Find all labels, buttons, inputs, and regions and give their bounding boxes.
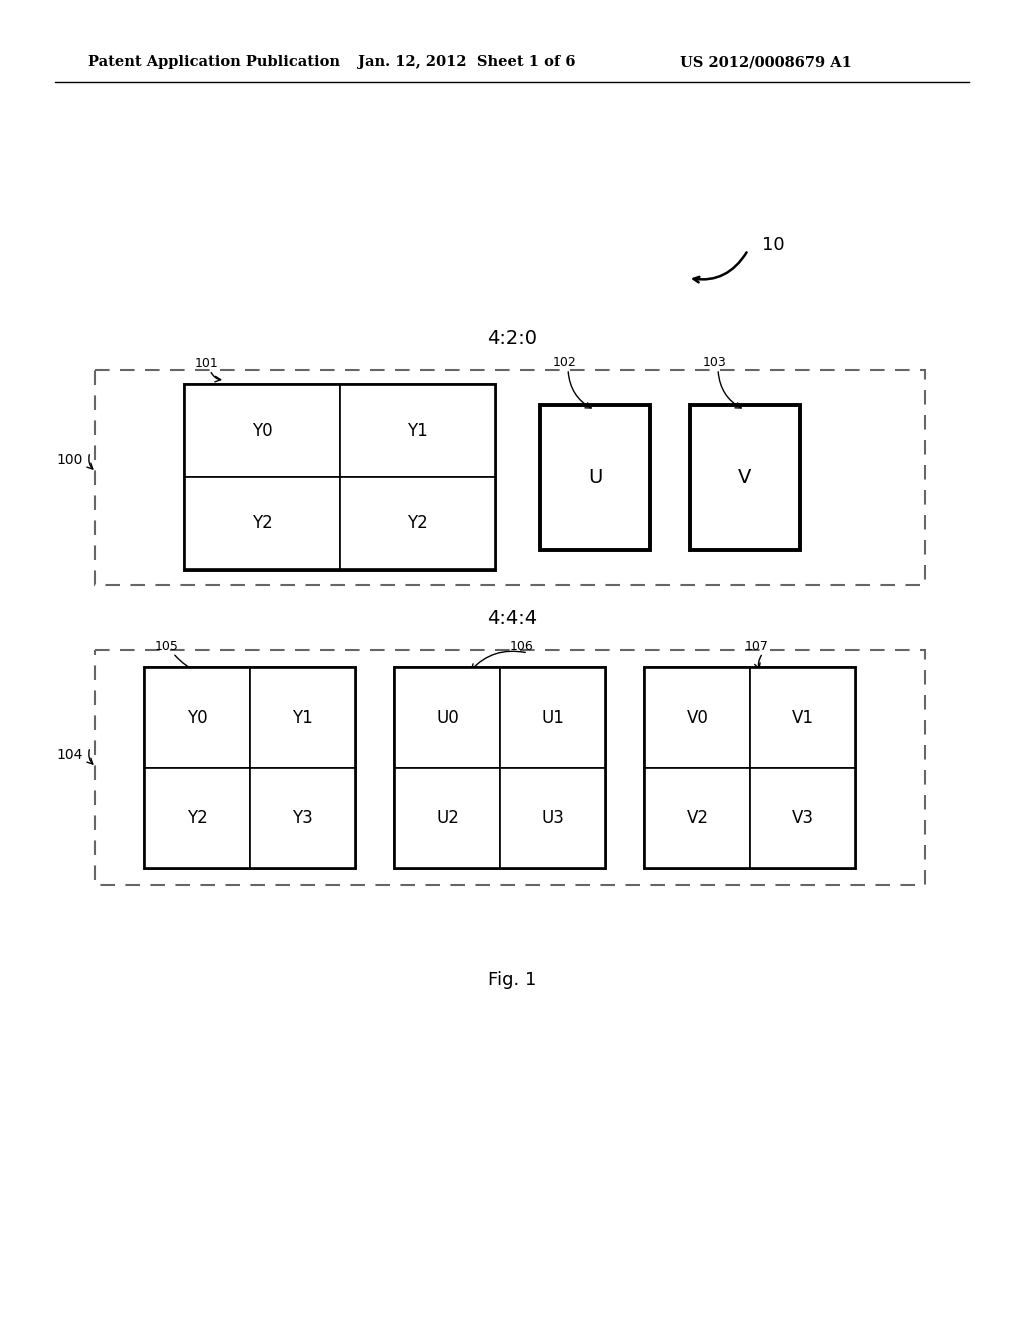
Text: U3: U3 <box>541 809 564 828</box>
Text: Y2: Y2 <box>187 809 208 828</box>
Text: Y2: Y2 <box>408 513 428 532</box>
Text: U2: U2 <box>436 809 459 828</box>
Text: 101: 101 <box>195 356 219 370</box>
Text: Y0: Y0 <box>187 709 208 727</box>
Text: 104: 104 <box>56 748 83 762</box>
Bar <box>540 405 650 550</box>
Text: 100: 100 <box>56 453 83 467</box>
Text: Y0: Y0 <box>252 422 272 440</box>
Text: 105: 105 <box>155 640 179 653</box>
Bar <box>500 768 605 869</box>
Bar <box>645 768 750 869</box>
Bar <box>95 370 925 585</box>
Bar <box>145 668 355 869</box>
Bar <box>395 668 605 869</box>
Text: V2: V2 <box>686 809 709 828</box>
Text: V1: V1 <box>792 709 813 727</box>
Text: 103: 103 <box>703 356 727 370</box>
Text: Y1: Y1 <box>408 422 428 440</box>
Text: 106: 106 <box>510 640 534 653</box>
Bar <box>395 668 500 768</box>
Bar <box>690 405 800 550</box>
Bar <box>500 668 605 768</box>
Bar <box>395 768 500 869</box>
Bar <box>95 649 925 884</box>
Bar <box>750 768 855 869</box>
Bar <box>250 768 355 869</box>
Text: US 2012/0008679 A1: US 2012/0008679 A1 <box>680 55 852 69</box>
Text: U0: U0 <box>436 709 459 727</box>
Bar <box>750 668 855 768</box>
Text: 4:2:0: 4:2:0 <box>487 329 537 348</box>
Text: 102: 102 <box>553 356 577 370</box>
Text: V3: V3 <box>792 809 813 828</box>
Bar <box>185 477 340 569</box>
Text: U: U <box>588 469 602 487</box>
Bar <box>185 385 495 570</box>
Bar <box>145 668 250 768</box>
Text: Y3: Y3 <box>292 809 313 828</box>
Text: V: V <box>738 469 752 487</box>
Bar <box>185 385 340 477</box>
Text: U1: U1 <box>541 709 564 727</box>
Text: 10: 10 <box>762 236 784 253</box>
Text: 4:4:4: 4:4:4 <box>487 609 537 628</box>
Text: Patent Application Publication: Patent Application Publication <box>88 55 340 69</box>
Text: 107: 107 <box>745 640 769 653</box>
Bar <box>645 668 750 768</box>
Text: Jan. 12, 2012  Sheet 1 of 6: Jan. 12, 2012 Sheet 1 of 6 <box>358 55 575 69</box>
Text: V0: V0 <box>686 709 709 727</box>
Text: Fig. 1: Fig. 1 <box>487 972 537 989</box>
Bar <box>340 477 495 569</box>
Text: Y1: Y1 <box>292 709 313 727</box>
Bar <box>145 768 250 869</box>
Text: Y2: Y2 <box>252 513 272 532</box>
Bar <box>340 385 495 477</box>
Bar <box>250 668 355 768</box>
Bar <box>645 668 855 869</box>
